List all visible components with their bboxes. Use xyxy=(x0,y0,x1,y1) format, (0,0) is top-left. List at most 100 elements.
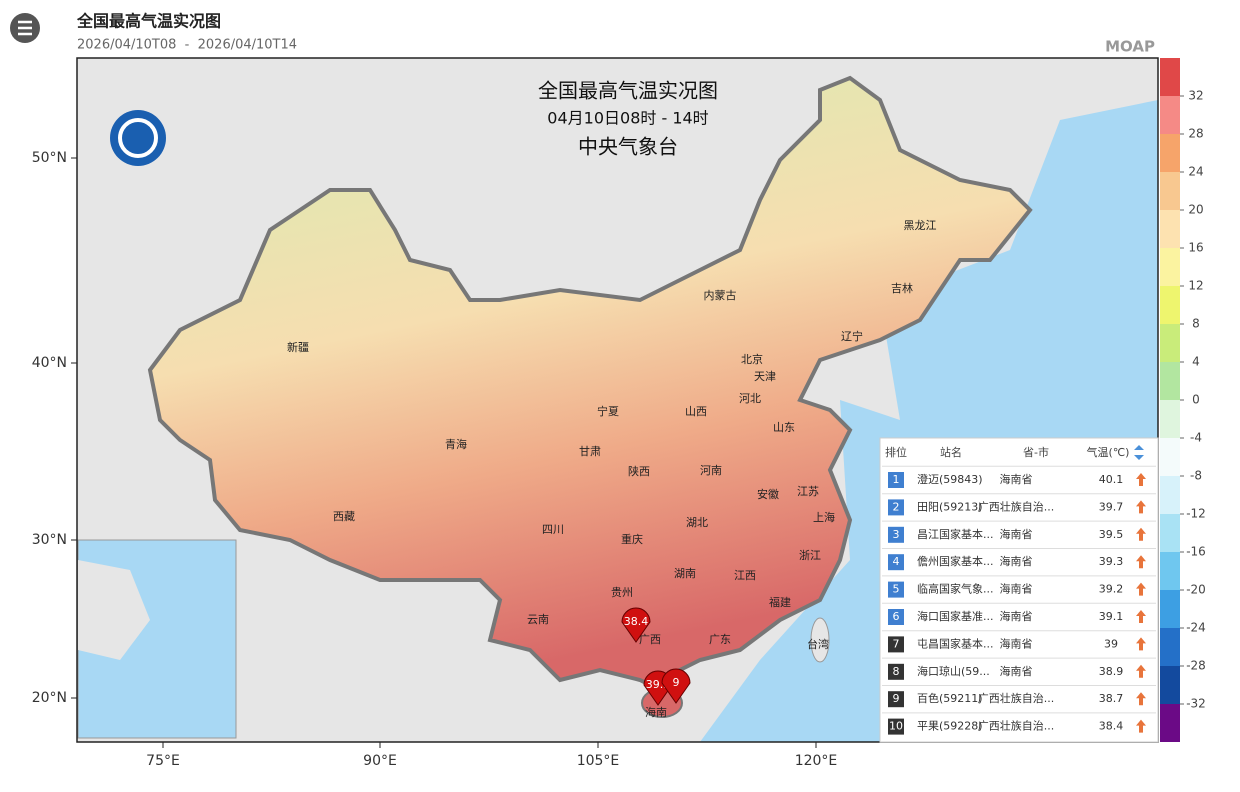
lon-label: 75°E xyxy=(146,753,180,769)
colorbar-label: -12 xyxy=(1186,507,1206,521)
map-title-line: 04月10日08时 - 14时 xyxy=(547,109,708,128)
rank-badge xyxy=(888,499,904,516)
trend-arrow xyxy=(1136,719,1146,733)
rank-number: 1 xyxy=(893,473,900,486)
station-name: 海口琼山(59... xyxy=(917,664,990,678)
rank-badge xyxy=(888,609,904,625)
region-label: 吉林 xyxy=(891,281,913,295)
region-label: 黑龙江 xyxy=(904,219,937,232)
province: 海南省 xyxy=(1000,636,1033,650)
province: 海南省 xyxy=(1000,582,1033,596)
marker-label: 9 xyxy=(673,676,680,689)
colorbar-label: 28 xyxy=(1188,127,1203,141)
lat-label: 50°N xyxy=(32,150,67,166)
lat-label: 40°N xyxy=(32,355,67,371)
rank-badge xyxy=(888,691,904,708)
map-frame xyxy=(76,57,1159,743)
time-range: 2026/04/10T08 - 2026/04/10T14 xyxy=(77,38,297,53)
province: 广西壮族自治... xyxy=(978,691,1055,705)
station-name: 澄迈(59843) xyxy=(917,472,983,486)
region-label: 西藏 xyxy=(333,510,355,523)
temperature: 40.1 xyxy=(1099,473,1124,486)
temperature: 39.5 xyxy=(1099,528,1124,541)
colorbar-label: -20 xyxy=(1186,583,1206,597)
region-label: 内蒙古 xyxy=(704,288,737,302)
rank-number: 7 xyxy=(893,637,900,650)
trend-arrow xyxy=(1136,582,1146,596)
table-header: 省-市 xyxy=(1023,445,1049,459)
colorbar-label: -24 xyxy=(1186,621,1206,635)
logo-mark xyxy=(118,118,158,158)
trend-arrow xyxy=(1136,473,1146,486)
china-outline xyxy=(147,75,1033,693)
rank-number: 6 xyxy=(893,610,900,623)
lon-label: 90°E xyxy=(363,753,397,769)
region-label: 山西 xyxy=(685,405,707,418)
ranking-table: 排位 站名 省-市 气温(℃)1 澄迈(59843) 海南省 40.12 田阳(59213)广… xyxy=(879,437,1159,743)
region-label: 河北 xyxy=(739,392,761,405)
colorbar-label: -8 xyxy=(1190,469,1202,483)
rank-badge xyxy=(888,554,904,571)
colorbar-segment xyxy=(1160,666,1180,704)
temperature: 39.1 xyxy=(1099,610,1124,623)
map-title-line: 中央气象台 xyxy=(578,135,678,159)
province: 广西壮族自治... xyxy=(978,719,1055,733)
rank-number: 2 xyxy=(893,500,900,513)
lon-label: 120°E xyxy=(795,753,838,769)
rank-badge xyxy=(888,526,904,543)
rank-badge xyxy=(888,718,904,735)
rank-badge xyxy=(888,581,904,598)
station-name: 昌江国家基本... xyxy=(917,527,994,541)
colorbar-segment xyxy=(1160,324,1180,362)
trend-arrow xyxy=(1136,527,1146,541)
region-label: 安徽 xyxy=(757,487,779,501)
trend-arrow xyxy=(1136,555,1146,569)
colorbar-segment xyxy=(1160,590,1180,628)
region-label: 江西 xyxy=(734,569,756,582)
colorbar-segment xyxy=(1160,134,1180,172)
table-header: 排位 xyxy=(885,445,907,459)
colorbar-segment xyxy=(1160,286,1180,324)
station-marker xyxy=(661,668,691,704)
region-label: 北京 xyxy=(741,352,763,366)
rank-number: 4 xyxy=(893,555,900,568)
colorbar-segment xyxy=(1160,210,1180,248)
station-name: 田阳(59213) xyxy=(917,500,983,513)
region-label: 四川 xyxy=(542,523,564,536)
temperature: 38.7 xyxy=(1099,692,1124,705)
colorbar-segment xyxy=(1160,172,1180,210)
region-label: 云南 xyxy=(527,613,549,626)
map-title-line: 全国最高气温实况图 xyxy=(538,79,718,103)
rank-badge xyxy=(888,472,904,488)
temperature: 38.4 xyxy=(1099,720,1124,733)
rank-badge xyxy=(888,636,904,653)
colorbar-segment xyxy=(1160,628,1180,666)
rank-number: 8 xyxy=(893,665,900,678)
colorbar-label: 32 xyxy=(1188,89,1203,103)
station-name: 屯昌国家基本... xyxy=(917,636,994,650)
colorbar-label: -28 xyxy=(1186,659,1206,673)
colorbar-segment xyxy=(1160,362,1180,400)
colorbar-segment xyxy=(1160,552,1180,590)
province: 海南省 xyxy=(1000,609,1033,623)
colorbar-label: 24 xyxy=(1188,165,1203,179)
region-label: 福建 xyxy=(769,595,791,609)
region-label: 新疆 xyxy=(287,340,309,354)
station-name: 海口国家基准... xyxy=(917,609,994,623)
colorbar-segment xyxy=(1160,514,1180,552)
rank-number: 3 xyxy=(893,528,900,541)
colorbar-label: -4 xyxy=(1190,431,1202,445)
region-label: 海南 xyxy=(645,705,667,719)
colorbar-segment xyxy=(1160,476,1180,514)
colorbar-label: -32 xyxy=(1186,697,1206,711)
colorbar-label: 12 xyxy=(1188,279,1203,293)
table-header: 气温(℃) xyxy=(1087,445,1130,459)
colorbar-segment xyxy=(1160,400,1180,438)
lon-label: 105°E xyxy=(577,753,620,769)
inset-land xyxy=(78,560,150,660)
trend-arrow xyxy=(1136,500,1146,514)
trend-arrow xyxy=(1136,692,1146,706)
region-label: 湖南 xyxy=(674,567,696,580)
